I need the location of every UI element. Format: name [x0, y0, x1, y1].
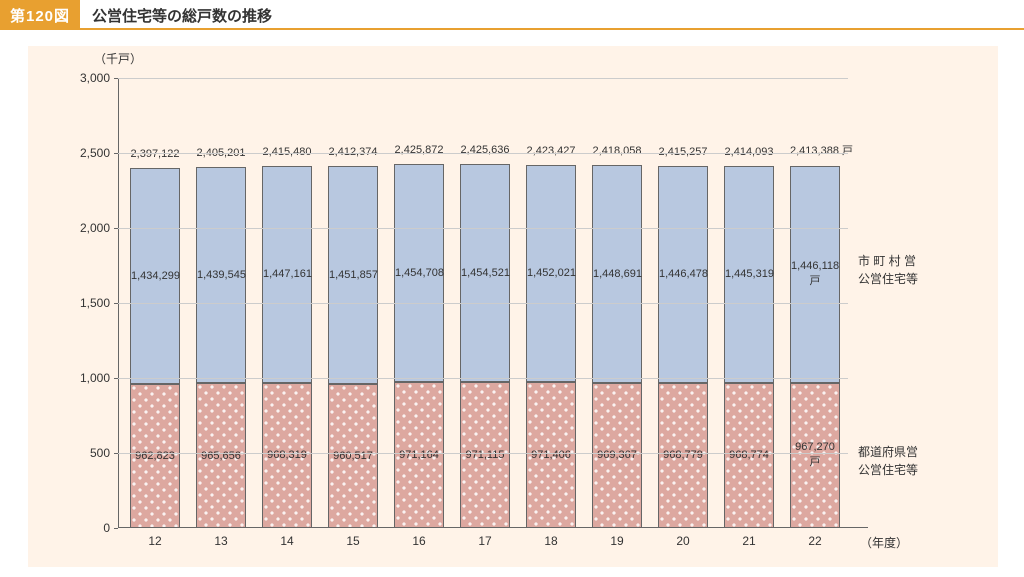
y-tick-mark [114, 378, 118, 379]
y-tick-mark [114, 228, 118, 229]
x-tick-label: 18 [526, 534, 576, 548]
y-tick-mark [114, 528, 118, 529]
value-label-prefectural: 962,823 [131, 450, 179, 462]
value-label-total: 2,418,058 [592, 145, 642, 157]
bar-municipal: 1,451,857 [328, 166, 378, 384]
y-tick-label: 0 [60, 521, 110, 535]
value-label-prefectural: 969,367 [593, 449, 641, 461]
bar-prefectural: 967,270戸 [790, 383, 840, 528]
bar-municipal: 1,434,299 [130, 168, 180, 383]
value-label-prefectural: 960,517 [329, 450, 377, 462]
y-tick-label: 2,000 [60, 221, 110, 235]
bar-municipal: 1,454,708 [394, 164, 444, 382]
y-tick-mark [114, 453, 118, 454]
plot-area: 962,8231,434,2992,397,12212965,6561,439,… [118, 78, 848, 528]
x-tick-label: 22 [790, 534, 840, 548]
value-label-total: 2,425,872 [394, 144, 444, 156]
bar-municipal: 1,454,521 [460, 164, 510, 382]
value-label-municipal: 1,434,299 [131, 270, 179, 282]
y-tick-label: 2,500 [60, 146, 110, 160]
bar-municipal: 1,448,691 [592, 165, 642, 382]
value-label-municipal: 1,439,545 [197, 269, 245, 281]
gridline [118, 78, 848, 79]
value-label-municipal: 1,451,857 [329, 269, 377, 281]
value-label-prefectural: 971,164 [395, 449, 443, 461]
gridline [118, 228, 848, 229]
value-label-total: 2,397,122 [130, 148, 180, 160]
figure-container: 第120図 公営住宅等の総戸数の推移 （千戸） 962,8231,434,299… [0, 0, 1024, 577]
value-label-total: 2,413,388 戸 [790, 142, 840, 158]
value-label-prefectural: 971,406 [527, 449, 575, 461]
bar-municipal: 1,446,118戸 [790, 166, 840, 383]
bar-municipal: 1,452,021 [526, 165, 576, 383]
value-label-total: 2,414,093 [724, 146, 774, 158]
value-label-prefectural: 968,774 [725, 449, 773, 461]
x-axis-unit: （年度） [860, 534, 908, 551]
value-label-prefectural: 971,115 [461, 449, 509, 461]
x-tick-label: 17 [460, 534, 510, 548]
value-label-municipal: 1,448,691 [593, 268, 641, 280]
x-tick-label: 13 [196, 534, 246, 548]
y-tick-label: 3,000 [60, 71, 110, 85]
value-label-prefectural: 965,656 [197, 450, 245, 462]
value-label-prefectural: 968,319 [263, 449, 311, 461]
gridline [118, 378, 848, 379]
y-tick-label: 1,500 [60, 296, 110, 310]
gridline [118, 453, 848, 454]
gridline [118, 153, 848, 154]
value-label-prefectural: 967,270戸 [791, 441, 839, 469]
value-label-municipal: 1,454,521 [461, 267, 509, 279]
x-tick-label: 20 [658, 534, 708, 548]
y-tick-label: 1,000 [60, 371, 110, 385]
y-axis-unit: （千戸） [94, 50, 142, 67]
bar-municipal: 1,446,478 [658, 166, 708, 383]
value-label-municipal: 1,446,478 [659, 268, 707, 280]
value-label-municipal: 1,445,319 [725, 268, 773, 280]
bar-municipal: 1,439,545 [196, 167, 246, 383]
legend-prefectural: 都道府県営公営住宅等 [858, 443, 918, 479]
bar-prefectural: 971,406 [526, 382, 576, 528]
bar-prefectural: 971,115 [460, 382, 510, 528]
bar-prefectural: 968,779 [658, 383, 708, 528]
value-label-total: 2,415,480 [262, 146, 312, 158]
bar-prefectural: 962,823 [130, 384, 180, 528]
value-label-municipal: 1,447,161 [263, 268, 311, 280]
bar-prefectural: 971,164 [394, 382, 444, 528]
bar-prefectural: 968,319 [262, 383, 312, 528]
legend-municipal: 市 町 村 営公営住宅等 [858, 252, 918, 288]
x-tick-label: 14 [262, 534, 312, 548]
gridline [118, 303, 848, 304]
x-tick-label: 15 [328, 534, 378, 548]
value-label-total: 2,425,636 [460, 144, 510, 156]
x-tick-label: 21 [724, 534, 774, 548]
value-label-total: 2,415,257 [658, 146, 708, 158]
value-label-municipal: 1,446,118戸 [791, 260, 839, 288]
x-tick-label: 19 [592, 534, 642, 548]
bar-prefectural: 968,774 [724, 383, 774, 528]
value-label-prefectural: 968,779 [659, 449, 707, 461]
bar-prefectural: 960,517 [328, 384, 378, 528]
y-tick-mark [114, 303, 118, 304]
y-tick-label: 500 [60, 446, 110, 460]
chart-area: （千戸） 962,823 1,434,299 2,397,122 12 965,656 1… [0, 0, 1024, 577]
bar-municipal: 1,445,319 [724, 166, 774, 383]
value-label-municipal: 1,452,021 [527, 267, 575, 279]
x-tick-label: 12 [130, 534, 180, 548]
value-label-total: 2,423,427 [526, 145, 576, 157]
bar-prefectural: 969,367 [592, 383, 642, 528]
y-tick-mark [114, 78, 118, 79]
x-tick-label: 16 [394, 534, 444, 548]
bar-municipal: 1,447,161 [262, 166, 312, 383]
y-tick-mark [114, 153, 118, 154]
bar-prefectural: 965,656 [196, 383, 246, 528]
value-label-municipal: 1,454,708 [395, 267, 443, 279]
